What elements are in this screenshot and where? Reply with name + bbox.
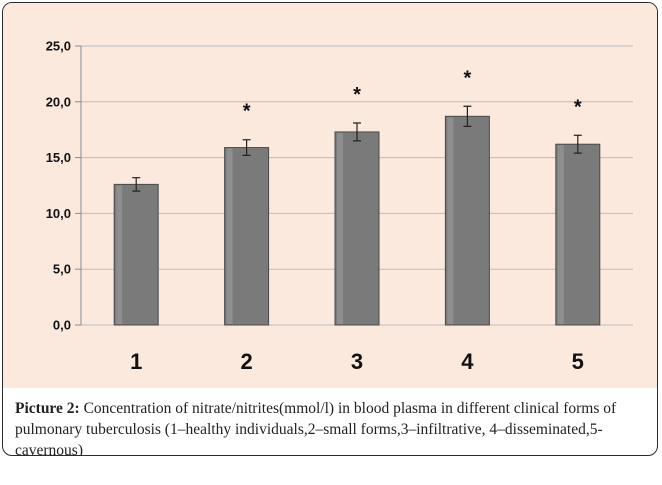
plot-area: 0,0 5,0 10,0 15,0 20,0 25,0 1 * 2 * 3 * 4 * 5	[3, 3, 657, 388]
bar-highlight	[337, 132, 343, 324]
figure-caption: Picture 2: Concentration of nitrate/nitr…	[15, 398, 645, 456]
y-tick-label: 15,0	[46, 150, 71, 165]
x-category-label: 5	[572, 349, 584, 374]
bar-highlight	[116, 185, 123, 324]
bar-highlight	[226, 148, 233, 324]
x-category-label: 4	[461, 349, 474, 374]
x-category-label: 1	[130, 349, 142, 374]
bar-highlight	[557, 145, 564, 324]
caption-label: Picture 2:	[15, 400, 80, 417]
bar-chart: 0,0 5,0 10,0 15,0 20,0 25,0 1 * 2 * 3 * 4 * 5	[46, 39, 633, 374]
y-tick-label: 20,0	[46, 94, 71, 109]
x-category-label: 3	[351, 349, 363, 374]
y-tick-label: 0,0	[53, 318, 71, 333]
bar-highlight	[447, 117, 454, 324]
significance-marker: *	[243, 101, 251, 123]
significance-marker: *	[574, 96, 582, 118]
significance-marker: *	[353, 84, 361, 106]
y-tick-label: 25,0	[46, 39, 71, 54]
y-tick-label: 10,0	[46, 206, 71, 221]
significance-marker: *	[464, 67, 472, 89]
figure-frame: 0,0 5,0 10,0 15,0 20,0 25,0 1 * 2 * 3 * 4 * 5 Picture …	[2, 2, 658, 456]
x-category-label: 2	[240, 349, 252, 374]
caption-text: Concentration of nitrate/nitrites(mmol/l…	[15, 400, 617, 456]
y-tick-label: 5,0	[53, 262, 71, 277]
